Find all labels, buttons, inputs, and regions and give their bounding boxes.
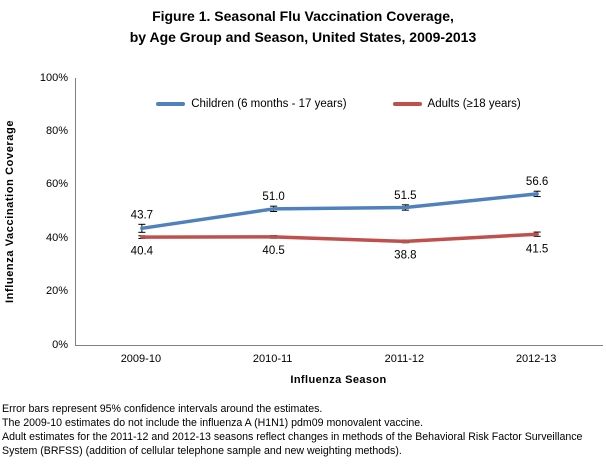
legend-entry-adults: Adults (≥18 years) <box>392 98 521 110</box>
chart-title-line1: Figure 1. Seasonal Flu Vaccination Cover… <box>152 8 454 24</box>
series-line-children <box>140 192 539 231</box>
footnote-error-bars: Error bars represent 95% confidence inte… <box>2 403 323 415</box>
plot-area: 43.7 51.0 51.5 56.6 40.4 40.5 38.8 41.5 <box>75 78 603 346</box>
chart-title: Figure 1. Seasonal Flu Vaccination Cover… <box>0 6 606 48</box>
footnote-adult-estimates: Adult estimates for the 2011-12 and 2012… <box>2 431 583 457</box>
children-series-swatch <box>156 102 186 106</box>
data-label: 40.4 <box>131 245 154 257</box>
data-label: 41.5 <box>526 243 548 255</box>
data-label: 38.8 <box>394 250 416 262</box>
y-axis-title: Influenza Vaccination Coverage <box>4 119 16 304</box>
y-tick-label: 20% <box>45 285 68 298</box>
x-tick-label: 2012-13 <box>515 353 557 365</box>
data-label: 51.5 <box>394 190 416 202</box>
x-tick-label: 2009-10 <box>120 353 162 365</box>
line-chart-canvas: 43.7 51.0 51.5 56.6 40.4 40.5 38.8 41.5 <box>131 176 549 262</box>
series-line-adults <box>140 232 539 244</box>
footnote-2009-10: The 2009-10 estimates do not include the… <box>2 417 424 429</box>
x-tick-label: 2010-11 <box>252 353 293 365</box>
chart-legend: Children (6 months - 17 years) Adults (≥… <box>75 98 602 110</box>
adults-series-swatch <box>392 102 422 106</box>
data-label: 43.7 <box>131 209 153 221</box>
legend-entry-children: Children (6 months - 17 years) <box>156 98 347 110</box>
legend-label-children: Children (6 months - 17 years) <box>191 98 347 110</box>
data-label: 40.5 <box>262 245 284 257</box>
y-tick-label: 80% <box>45 124 68 137</box>
y-tick-label: 100% <box>39 71 68 84</box>
chart-title-line2: by Age Group and Season, United States, … <box>129 29 477 45</box>
y-tick-label: 60% <box>45 178 68 191</box>
y-tick-label: 0% <box>52 338 68 351</box>
y-tick-label: 40% <box>45 231 68 244</box>
x-tick-label: 2011-12 <box>384 353 425 365</box>
footnotes: Error bars represent 95% confidence inte… <box>2 402 604 458</box>
data-label: 51.0 <box>262 191 284 203</box>
legend-label-adults: Adults (≥18 years) <box>427 98 521 110</box>
x-axis-title: Influenza Season <box>290 374 387 386</box>
data-label: 56.6 <box>526 176 548 188</box>
